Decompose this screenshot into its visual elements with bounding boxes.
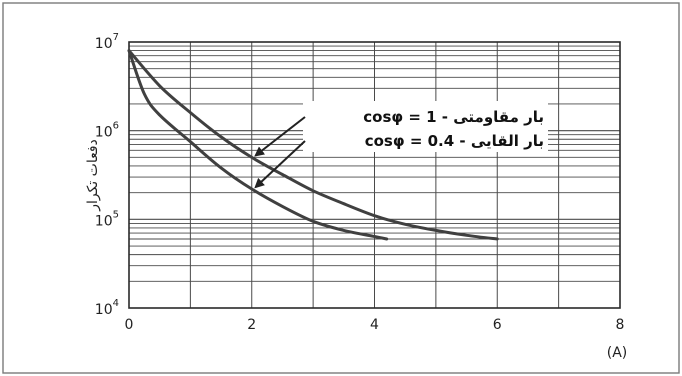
y-tick-label: 107 [95,32,119,52]
x-tick-label: 8 [616,317,625,333]
x-tick-label: 4 [370,317,379,333]
x-axis-unit: (A) [607,345,628,361]
annotation-arrow [254,140,306,189]
y-tick-base: 10 [95,302,113,318]
y-tick-label: 104 [95,298,119,318]
series-line-2 [127,49,389,241]
x-tick-label: 0 [125,317,134,333]
y-tick-base: 10 [95,213,113,229]
series-line-1 [127,49,499,241]
y-axis-label: دفعات تکرار [85,139,101,212]
series-annotation-label: cosφ = 0.4 - بار القایی [365,132,544,150]
plot-border [128,41,621,309]
annotation-arrow [254,116,306,157]
y-tick-base: 10 [95,125,113,141]
y-tick-base: 10 [95,36,113,52]
y-tick-label: 106 [95,121,119,141]
annotation-background [303,101,548,152]
series-lines [127,49,499,241]
y-tick-exponent: 5 [113,209,119,220]
x-tick-label: 6 [493,317,502,333]
y-tick-exponent: 4 [113,298,119,309]
x-tick-label: 2 [247,317,256,333]
y-tick-exponent: 6 [113,121,119,132]
y-tick-label: 105 [95,209,119,229]
series-annotation-label: cosφ = 1 - بار مقاومتی [363,108,544,126]
annotations: cosφ = 1 - بار مقاومتی cosφ = 0.4 - بار ا… [254,101,548,189]
y-tick-exponent: 7 [113,32,119,43]
